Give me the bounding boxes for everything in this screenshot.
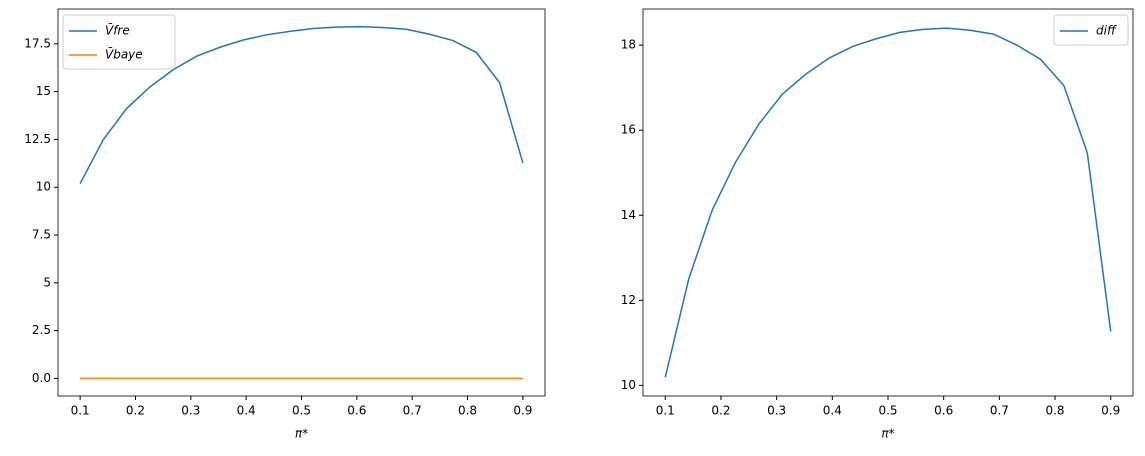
y-tick-label: 0.0 [32, 371, 51, 385]
x-axis-label: π* [881, 427, 894, 441]
y-tick-label: 5 [43, 275, 51, 289]
y-tick-label: 12.5 [24, 132, 51, 146]
x-tick-label: 0.3 [181, 404, 200, 418]
x-tick-label: 0.2 [126, 404, 145, 418]
x-tick-label: 0.6 [347, 404, 366, 418]
y-tick-label: 7.5 [32, 228, 51, 242]
y-tick-label: 10 [621, 378, 636, 392]
legend-label: V̄fre [105, 23, 130, 37]
y-tick-label: 17.5 [24, 36, 51, 50]
x-tick-label: 0.1 [71, 404, 90, 418]
x-tick-label: 0.9 [513, 404, 532, 418]
y-tick-label: 12 [621, 293, 636, 307]
line-series [664, 27, 1112, 378]
y-tick-label: 10 [36, 180, 51, 194]
x-tick-label: 0.8 [1045, 404, 1064, 418]
y-tick-label: 15 [36, 84, 51, 98]
x-tick-label: 0.9 [1101, 404, 1120, 418]
y-tick-label: 2.5 [32, 323, 51, 337]
x-tick-label: 0.5 [878, 404, 897, 418]
x-tick-label: 0.7 [403, 404, 422, 418]
x-tick-label: 0.3 [767, 404, 786, 418]
y-tick-label: 18 [621, 38, 636, 52]
x-tick-label: 0.4 [823, 404, 842, 418]
x-tick-label: 0.2 [711, 404, 730, 418]
x-axis-label: π* [295, 427, 308, 441]
plot-frame [642, 8, 1134, 397]
line-series [79, 25, 524, 184]
y-tick-label: 16 [621, 123, 636, 137]
x-tick-label: 0.1 [656, 404, 675, 418]
legend-label: V̄baye [105, 47, 143, 61]
x-tick-label: 0.4 [237, 404, 256, 418]
plot-frame [57, 8, 546, 397]
y-tick-label: 14 [621, 208, 636, 222]
legend-label: diff [1096, 24, 1117, 38]
x-tick-label: 0.5 [292, 404, 311, 418]
x-tick-label: 0.6 [934, 404, 953, 418]
x-tick-label: 0.8 [458, 404, 477, 418]
legend-box [1053, 14, 1129, 46]
x-tick-label: 0.7 [990, 404, 1009, 418]
